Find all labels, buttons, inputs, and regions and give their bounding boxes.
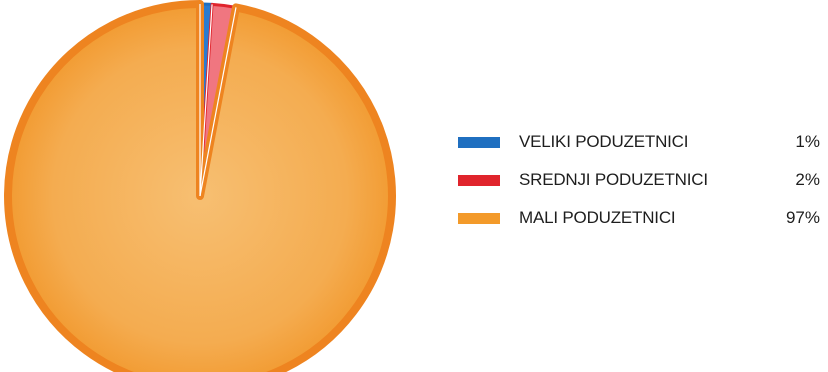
pie-chart	[4, 0, 397, 372]
legend-value: 1%	[795, 132, 820, 151]
legend-swatch-srednji	[458, 175, 500, 186]
legend-swatch-veliki	[458, 137, 500, 148]
legend-label: MALI PODUZETNICI	[519, 208, 676, 227]
legend-label: SREDNJI PODUZETNICI	[519, 170, 708, 189]
legend-item-mali-poduzetnici: MALI PODUZETNICI 97%	[458, 204, 826, 242]
legend-swatch-mali	[458, 213, 500, 224]
pie-slice-separator	[199, 7, 237, 197]
legend-item-srednji-poduzetnici: SREDNJI PODUZETNICI 2%	[458, 166, 826, 204]
legend-value: 2%	[795, 170, 820, 189]
legend-item-veliki-poduzetnici: VELIKI PODUZETNICI 1%	[458, 128, 826, 166]
pie-slice-mali-poduzetnici	[4, 0, 397, 372]
legend-label: VELIKI PODUZETNICI	[519, 132, 689, 151]
legend: VELIKI PODUZETNICI 1% SREDNJI PODUZETNIC…	[458, 128, 826, 242]
legend-value: 97%	[785, 208, 820, 227]
pie-slice-separator	[199, 4, 213, 197]
